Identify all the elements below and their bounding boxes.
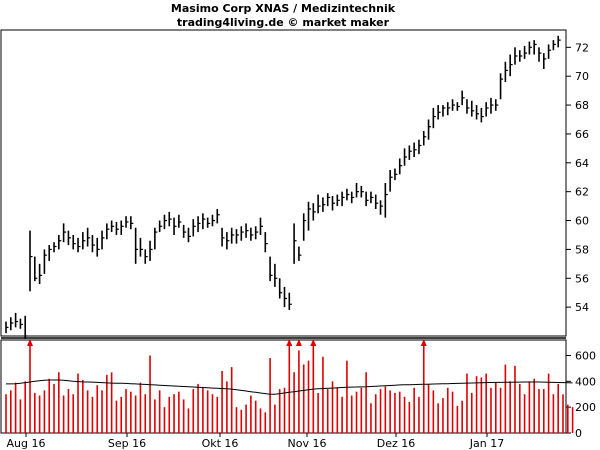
x-tick-label: Nov 16 bbox=[288, 437, 327, 450]
volume-spike-marker bbox=[27, 339, 34, 346]
volume-tick-label: 200 bbox=[575, 401, 596, 414]
price-tick-label: 56 bbox=[575, 272, 589, 285]
price-frame bbox=[0, 29, 567, 337]
volume-tick-label: 0 bbox=[575, 427, 582, 440]
volume-moving-average bbox=[6, 379, 573, 395]
volume-spike-marker bbox=[286, 339, 293, 346]
x-tick-label: Sep 16 bbox=[108, 437, 146, 450]
volume-tick-label: 600 bbox=[575, 350, 596, 363]
chart-subtitle: trading4living.de © market maker bbox=[176, 16, 390, 29]
volume-frame bbox=[0, 339, 567, 434]
volume-spike-marker bbox=[295, 339, 302, 346]
price-tick-label: 62 bbox=[575, 186, 589, 199]
price-tick-label: 64 bbox=[575, 157, 589, 170]
price-panel: 54 56 58 60 62 64 66 68 70 72 bbox=[0, 29, 589, 339]
x-tick-label: Okt 16 bbox=[202, 437, 239, 450]
x-tick-label: Dez 16 bbox=[377, 437, 416, 450]
price-tick-label: 58 bbox=[575, 243, 589, 256]
price-tick-label: 70 bbox=[575, 70, 589, 83]
x-tick-label: Jan 17 bbox=[469, 437, 504, 450]
price-tick-label: 66 bbox=[575, 128, 589, 141]
volume-spike-marker bbox=[420, 339, 427, 346]
volume-panel: 0 200 400 600 bbox=[0, 337, 596, 440]
x-tick-label: Aug 16 bbox=[7, 437, 46, 450]
volume-spike-marker bbox=[310, 339, 317, 346]
x-axis: Aug 16 Sep 16 Okt 16 Nov 16 Dez 16 Jan 17 bbox=[7, 433, 504, 450]
price-tick-label: 54 bbox=[575, 301, 589, 314]
price-tick-label: 72 bbox=[575, 41, 589, 54]
price-tick-label: 60 bbox=[575, 215, 589, 228]
chart-title: Masimo Corp XNAS / Medizintechnik bbox=[170, 2, 396, 15]
price-tick-label: 68 bbox=[575, 99, 589, 112]
volume-tick-label: 400 bbox=[575, 375, 596, 388]
